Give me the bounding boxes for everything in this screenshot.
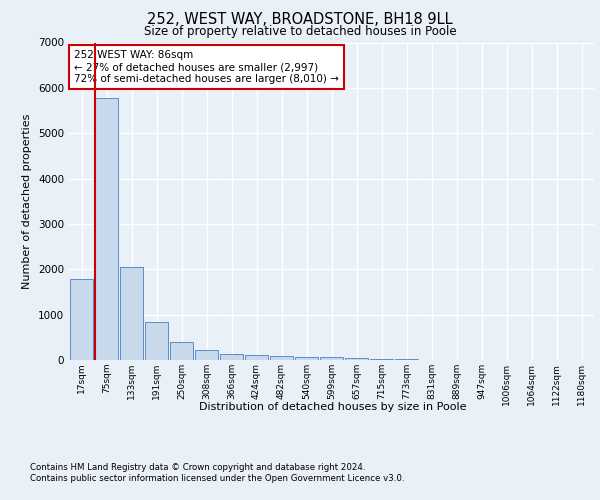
Bar [145,322,168,360]
Bar [395,359,418,360]
Text: Size of property relative to detached houses in Poole: Size of property relative to detached ho… [143,25,457,38]
Bar [120,266,143,360]
Bar [270,356,293,360]
Bar [345,358,368,360]
Bar [295,358,318,360]
Y-axis label: Number of detached properties: Number of detached properties [22,114,32,289]
Text: Contains public sector information licensed under the Open Government Licence v3: Contains public sector information licen… [30,474,404,483]
Bar [170,342,193,360]
Bar [220,354,243,360]
Bar [370,358,393,360]
Bar [95,98,118,360]
Bar [195,350,218,360]
Text: Distribution of detached houses by size in Poole: Distribution of detached houses by size … [199,402,467,412]
Text: 252, WEST WAY, BROADSTONE, BH18 9LL: 252, WEST WAY, BROADSTONE, BH18 9LL [147,12,453,28]
Bar [245,355,268,360]
Bar [70,280,93,360]
Text: 252 WEST WAY: 86sqm
← 27% of detached houses are smaller (2,997)
72% of semi-det: 252 WEST WAY: 86sqm ← 27% of detached ho… [74,50,339,84]
Text: Contains HM Land Registry data © Crown copyright and database right 2024.: Contains HM Land Registry data © Crown c… [30,462,365,471]
Bar [320,356,343,360]
